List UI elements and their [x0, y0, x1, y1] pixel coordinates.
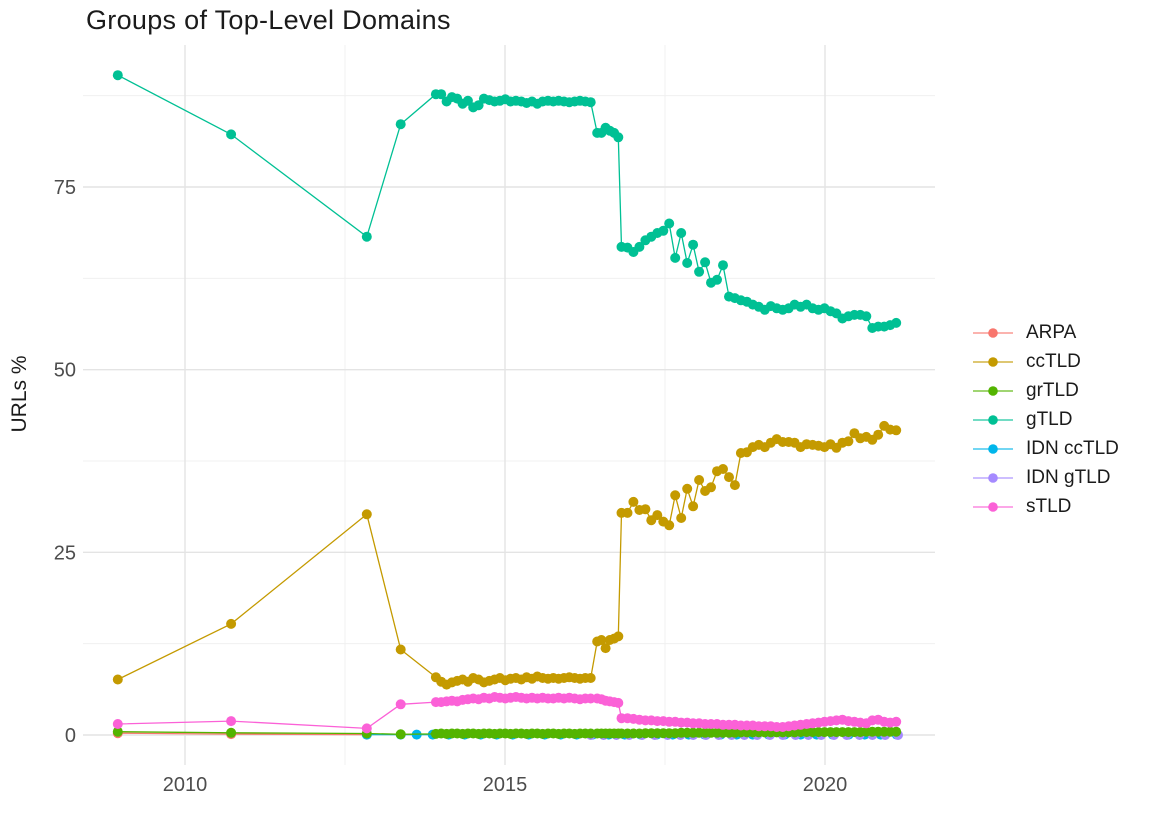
series-cctld-point	[613, 631, 624, 642]
series-cctld-point	[682, 483, 693, 494]
series-gtld-point	[634, 241, 645, 252]
series-cctld-point	[676, 513, 687, 523]
legend-item-idn-gtld: IDN gTLD	[972, 463, 1119, 492]
legend-key-icon	[973, 327, 1013, 338]
series-gtld-point	[226, 129, 237, 140]
series-stld	[112, 692, 902, 734]
series-gtld-point	[682, 258, 693, 268]
series-cctld-point	[670, 490, 681, 501]
series-gtld-line	[117, 74, 897, 329]
series-cctld-point	[600, 643, 611, 654]
legend-item-cctld: ccTLD	[972, 347, 1119, 376]
series-cctld-point	[585, 673, 596, 683]
series-gtld-point	[694, 266, 705, 277]
series-cctld-point	[688, 501, 699, 512]
series-grtld	[112, 726, 902, 740]
series-gtld-point	[676, 228, 687, 238]
series-gtld-point	[361, 231, 372, 242]
series-gtld-point	[688, 239, 699, 250]
legend-item-grtld: grTLD	[972, 376, 1119, 405]
series-grtld-point	[395, 729, 406, 740]
series-cctld-point	[395, 644, 406, 655]
series-gtld-point	[891, 317, 902, 328]
series-cctld-point	[729, 480, 740, 491]
series-gtld-point	[613, 132, 624, 143]
legend-key-icon	[973, 472, 1013, 483]
series-grtld-point	[891, 726, 902, 737]
series-stld-point	[613, 697, 624, 708]
series-gtld-point	[585, 97, 596, 108]
x-tick-label: 2010	[163, 774, 208, 796]
series-gtld-point	[712, 274, 722, 285]
legend-label: gTLD	[1026, 408, 1073, 430]
series-stld-point	[226, 716, 237, 727]
legend-key-icon	[973, 501, 1013, 512]
series-gtld-point	[395, 119, 406, 130]
series-stld-point	[395, 699, 406, 710]
legend-item-arpa: ARPA	[972, 318, 1119, 347]
series-grtld-point	[226, 727, 237, 738]
legend-key-icon	[973, 356, 1013, 367]
series-cctld-point	[112, 674, 123, 685]
series-cctld-point	[843, 436, 854, 447]
series-cctld-point	[622, 507, 633, 518]
series-gtld-point	[658, 225, 669, 236]
legend-label: ccTLD	[1026, 350, 1081, 372]
legend-key-icon	[973, 414, 1013, 425]
legend-label: sTLD	[1026, 495, 1072, 517]
series-stld-point	[361, 723, 372, 734]
legend-label: ARPA	[1026, 321, 1077, 343]
series-cctld-point	[873, 429, 884, 440]
series-cctld-point	[640, 504, 651, 515]
legend-label: IDN ccTLD	[1026, 437, 1119, 459]
series-gtld-point	[670, 252, 681, 263]
series-cctld-point	[694, 475, 705, 485]
y-tick-label: 0	[65, 725, 76, 747]
y-tick-label: 75	[54, 177, 76, 199]
series-stld-point	[112, 719, 123, 729]
legend-label: IDN gTLD	[1026, 466, 1111, 488]
legend-item-gtld: gTLD	[972, 405, 1119, 434]
series-cctld-point	[596, 635, 607, 645]
legend-key-icon	[973, 443, 1013, 454]
series-gtld-point	[664, 218, 675, 229]
chart-title: Groups of Top-Level Domains	[86, 5, 451, 35]
legend-label: grTLD	[1026, 379, 1079, 401]
x-tick-label: 2015	[483, 774, 528, 796]
series-grtld-point	[112, 726, 123, 737]
series-gtld-point	[436, 89, 447, 100]
series-cctld-point	[664, 520, 675, 531]
legend-item-idn-cctld: IDN ccTLD	[972, 434, 1119, 463]
plot-area: 0 25 50 75 2010 2015 2020	[54, 45, 935, 796]
series-cctld-line	[117, 425, 897, 686]
series-cctld	[112, 420, 902, 690]
series-gtld-point	[112, 70, 123, 81]
legend-item-stld: sTLD	[972, 492, 1119, 521]
x-tick-label: 2020	[803, 774, 848, 796]
series-gtld-point	[718, 260, 728, 271]
series-gtld-point	[700, 257, 711, 268]
series-gtld	[112, 70, 902, 333]
series-cctld-point	[226, 618, 237, 629]
series-cctld-point	[361, 509, 372, 520]
series-cctld-point	[628, 496, 639, 507]
series-cctld-point	[891, 425, 902, 436]
series-gtld-point	[861, 311, 872, 322]
y-tick-label: 25	[54, 542, 76, 564]
series-cctld-point	[652, 510, 663, 521]
y-tick-label: 50	[54, 360, 76, 382]
legend-key-icon	[973, 385, 1013, 396]
series-cctld-point	[706, 482, 716, 493]
series-cctld-point	[718, 464, 728, 474]
series-stld-point	[891, 716, 902, 727]
legend: ARPA ccTLD grTLD gTLD IDN ccTLD IDN gTLD sTLD	[972, 318, 1119, 521]
series-cctld-point	[724, 472, 734, 483]
